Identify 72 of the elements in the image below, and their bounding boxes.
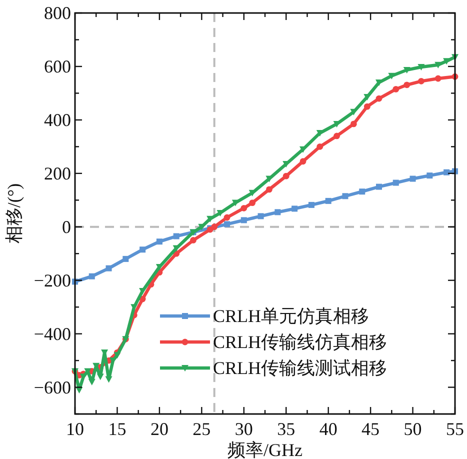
point: [359, 188, 366, 195]
point: [325, 198, 332, 204]
point: [300, 158, 306, 165]
point: [140, 246, 146, 253]
point: [88, 273, 95, 280]
x-tick-label: 10: [66, 419, 84, 439]
point: [404, 82, 410, 88]
point: [139, 288, 146, 295]
x-tick-label: 40: [319, 419, 338, 439]
legend-label: CRLH传输线测试相移: [213, 358, 388, 378]
x-tick-label: 45: [362, 419, 380, 439]
y-tick-label: −600: [34, 377, 71, 398]
x-tick-label: 50: [404, 419, 422, 439]
point: [274, 209, 281, 216]
x-axis-title: 频率/GHz: [228, 440, 302, 459]
y-tick-label: 200: [44, 163, 71, 184]
point: [426, 172, 433, 179]
x-tick-label: 30: [234, 419, 253, 439]
point: [418, 78, 424, 84]
y-tick-label: 600: [44, 56, 71, 76]
point: [376, 184, 382, 190]
y-tick-label: −200: [34, 270, 71, 290]
point: [249, 200, 256, 206]
point: [403, 66, 410, 74]
point: [190, 237, 196, 244]
x-tick-label: 55: [446, 419, 464, 439]
point: [106, 265, 112, 272]
point: [240, 217, 247, 224]
y-tick-label: 800: [44, 3, 71, 23]
point: [240, 204, 248, 212]
point: [392, 180, 399, 186]
point: [410, 176, 416, 182]
x-tick-label: 20: [150, 419, 168, 439]
x-tick-label: 35: [277, 419, 296, 439]
y-tick-label: 400: [44, 110, 71, 130]
point: [224, 221, 230, 228]
point: [443, 58, 450, 65]
point: [334, 132, 340, 140]
y-tick-label: 0: [62, 216, 71, 237]
point: [173, 233, 180, 240]
point: [96, 374, 104, 380]
point: [444, 169, 450, 176]
point: [376, 80, 382, 86]
x-tick-label: 25: [192, 419, 211, 439]
y-axis-title: 相移/(°): [4, 183, 24, 244]
point: [258, 213, 264, 220]
legend-label: CRLH单元仿真相移: [213, 306, 370, 326]
point: [350, 120, 357, 128]
point: [434, 62, 442, 68]
point: [266, 186, 272, 193]
point: [232, 200, 239, 206]
point: [392, 86, 400, 92]
point: [122, 256, 129, 262]
point: [211, 224, 218, 230]
x-tick-label: 15: [108, 419, 126, 439]
point: [292, 206, 298, 212]
y-tick-label: −400: [34, 324, 71, 344]
point: [434, 75, 442, 82]
point: [388, 72, 396, 80]
point: [282, 172, 290, 180]
point: [105, 376, 112, 383]
point: [114, 352, 121, 359]
point: [418, 64, 425, 70]
point: [308, 202, 314, 208]
point: [224, 214, 230, 221]
point: [342, 193, 348, 200]
point: [364, 103, 370, 110]
point: [376, 95, 382, 102]
point: [316, 143, 324, 150]
legend-label: CRLH传输线仿真相移: [213, 332, 388, 352]
point: [88, 378, 96, 386]
point: [156, 238, 162, 245]
